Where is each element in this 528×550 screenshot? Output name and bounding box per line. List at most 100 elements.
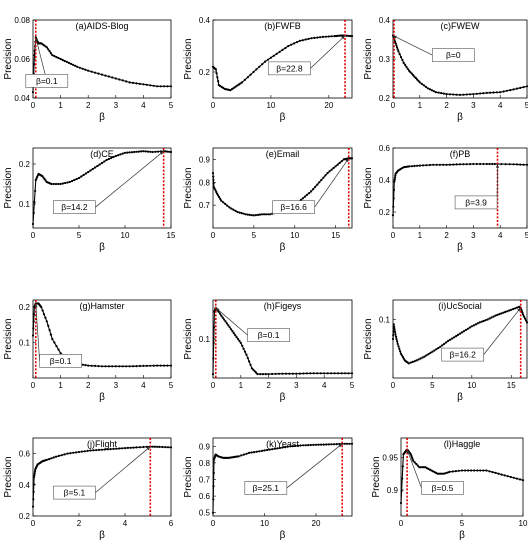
data-point	[76, 65, 79, 68]
data-point	[231, 330, 234, 333]
data-point	[77, 450, 81, 454]
data-point	[47, 324, 50, 327]
data-point	[314, 185, 317, 188]
data-point	[45, 320, 48, 323]
data-point	[455, 93, 458, 96]
data-point	[392, 205, 395, 208]
data-point	[230, 207, 233, 210]
data-point	[410, 72, 413, 75]
data-point	[291, 445, 294, 448]
data-point	[434, 91, 437, 94]
y-tick-label: 0.8	[199, 459, 211, 468]
data-point	[458, 332, 462, 335]
x-tick-label: 5	[169, 381, 174, 390]
data-point	[465, 93, 468, 96]
y-axis-label: Precision	[363, 318, 374, 359]
data-point	[63, 59, 66, 63]
data-point	[245, 452, 248, 455]
data-point	[254, 214, 257, 217]
data-point	[396, 342, 399, 345]
x-tick-label: 6	[169, 519, 174, 528]
data-point	[125, 80, 128, 83]
data-point	[211, 373, 215, 376]
data-point	[469, 163, 472, 166]
x-tick-label: 2	[86, 101, 91, 110]
data-point	[488, 317, 491, 320]
data-point	[316, 372, 319, 375]
data-point	[242, 453, 245, 456]
data-point	[89, 449, 92, 452]
annotation-label: β=0.1	[36, 76, 58, 86]
data-point	[32, 483, 36, 486]
panel-title: (b)FWFB	[264, 21, 301, 31]
data-point	[312, 372, 315, 375]
data-point	[130, 151, 133, 154]
x-tick-label: 1	[58, 101, 63, 110]
plot-frame	[212, 19, 353, 99]
data-point	[255, 371, 258, 374]
annotation-arrowhead	[215, 307, 220, 312]
data-point	[284, 372, 288, 375]
data-point	[228, 326, 231, 329]
y-tick-label: 0.6	[199, 492, 211, 501]
data-point	[125, 365, 128, 368]
data-point	[235, 336, 238, 339]
x-tick-label: 5	[525, 231, 528, 240]
data-point	[397, 345, 400, 348]
data-point	[232, 332, 235, 335]
data-point	[295, 372, 298, 375]
y-tick-label: 0.7	[199, 475, 211, 484]
annotation-arrow	[95, 446, 151, 493]
data-point	[445, 341, 448, 344]
data-point	[250, 451, 253, 454]
annotation-label: β=3.9	[465, 197, 487, 207]
data-point	[443, 342, 446, 345]
data-point	[222, 201, 225, 204]
data-point	[288, 372, 291, 375]
data-point	[437, 346, 440, 350]
data-point	[121, 152, 124, 155]
annotation-box	[431, 48, 475, 62]
data-point	[94, 364, 97, 367]
data-point	[98, 163, 101, 166]
data-point	[518, 478, 522, 481]
data-point	[393, 178, 396, 181]
x-tick-label: 2	[444, 101, 449, 110]
y-tick-label: 0.95	[382, 454, 398, 463]
data-point	[260, 449, 263, 452]
data-point	[284, 446, 287, 449]
data-point	[267, 373, 270, 376]
y-axis-label: Precision	[3, 318, 14, 359]
data-point	[412, 74, 415, 77]
data-point	[430, 89, 433, 92]
x-tick-label: 0	[211, 519, 216, 528]
data-point	[111, 365, 114, 368]
data-point	[60, 454, 63, 457]
data-point	[488, 470, 491, 473]
data-point	[327, 443, 330, 446]
data-point	[470, 469, 473, 472]
data-point	[169, 364, 173, 367]
data-point	[420, 82, 423, 85]
data-point	[506, 475, 509, 478]
data-point	[418, 164, 421, 167]
x-tick-label: 0	[211, 101, 216, 110]
data-point	[248, 360, 251, 363]
data-point	[307, 37, 310, 41]
data-point	[103, 160, 106, 163]
data-point	[442, 163, 445, 166]
data-point	[132, 365, 135, 368]
y-tick-label: 0.6	[379, 144, 391, 153]
annotation-arrow	[406, 449, 422, 489]
data-point	[53, 55, 56, 58]
data-point	[402, 357, 405, 360]
data-point	[494, 471, 497, 474]
data-point	[112, 447, 115, 450]
data-point	[220, 199, 223, 202]
data-point	[215, 72, 218, 75]
data-point	[212, 182, 215, 185]
data-point	[34, 189, 37, 193]
data-point	[317, 443, 320, 446]
data-point	[462, 163, 465, 166]
